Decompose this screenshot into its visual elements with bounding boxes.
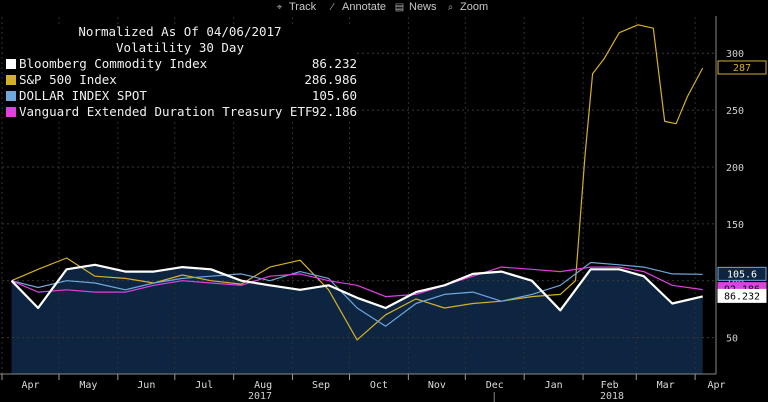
x-tick-label: Sep [312, 380, 330, 391]
legend-title: Normalized As Of 04/06/2017 [78, 24, 282, 39]
news-label: News [409, 1, 437, 13]
legend-entry: Vanguard Extended Duration Treasury ETF … [3, 104, 357, 120]
x-tick-label: Mar [657, 380, 675, 391]
year-label: 2018 [600, 391, 624, 402]
legend-entry-name: Vanguard Extended Duration Treasury ETF [19, 104, 313, 119]
legend-entry-name: S&P 500 Index [19, 72, 117, 87]
x-tick-label: Apr [21, 380, 39, 391]
series-line [11, 261, 703, 327]
last-value-tag-text: 105.6 [727, 269, 757, 280]
toolbar: ⌖ Track ⁄ Annotate ▤ News ⌕ Zoom [0, 0, 768, 16]
legend-entry-value: 92.186 [311, 104, 357, 119]
y-tick-label: 150 [726, 220, 744, 231]
annotate-label: Annotate [342, 1, 387, 13]
y-tick-label: 300 [726, 49, 744, 60]
x-tick-label: Jul [195, 380, 213, 391]
legend-subtitle: Volatility 30 Day [116, 40, 244, 55]
zoom-button[interactable]: ⌕ Zoom [445, 1, 488, 13]
legend-entry: Bloomberg Commodity Index 86.232 [3, 56, 357, 72]
x-tick-label: Nov [428, 380, 446, 391]
chart-legend: Normalized As Of 04/06/2017 Volatility 3… [3, 24, 357, 120]
series-line [11, 266, 703, 298]
y-tick-label: 200 [726, 163, 744, 174]
legend-swatch [6, 59, 16, 69]
legend-entry-value: 286.986 [304, 72, 357, 87]
series-line [10, 263, 703, 312]
track-label: Track [289, 1, 317, 13]
legend-entry-name: Bloomberg Commodity Index [19, 56, 208, 71]
legend-entry-value: 86.232 [311, 56, 357, 71]
x-tick-label: Dec [486, 380, 504, 391]
legend-swatch [6, 107, 16, 117]
legend-swatch [6, 91, 16, 101]
last-value-tag-box [717, 288, 767, 303]
x-tick-label: Oct [370, 380, 388, 391]
zoom-label: Zoom [460, 1, 489, 13]
year-label: 2017 [248, 391, 272, 402]
last-value-tag: 86.232 [717, 288, 767, 303]
magnifier-icon: ⌕ [447, 1, 454, 13]
x-tick-label: Aug [254, 380, 272, 391]
news-icon: ▤ [394, 1, 405, 13]
legend-swatch [6, 75, 16, 85]
x-tick-label: Jun [137, 380, 155, 391]
x-tick-label: Apr [708, 380, 726, 391]
x-tick-label: May [79, 380, 97, 391]
last-value-tag-box [717, 60, 767, 75]
legend-entry-value: 105.60 [311, 88, 357, 103]
last-value-tag-text: 287 [733, 63, 751, 74]
y-tick-label: 50 [726, 334, 738, 345]
news-button[interactable]: ▤ News [394, 1, 437, 13]
last-value-tag-text: 86.232 [724, 291, 760, 302]
y-tick-label: 250 [726, 106, 744, 117]
x-tick-label: Feb [601, 380, 619, 391]
last-value-tag: 287 [717, 60, 767, 75]
last-value-tag: 105.6 [717, 266, 767, 281]
area-fill [11, 264, 703, 374]
last-value-tag-box [717, 266, 767, 281]
track-button[interactable]: ⌖ Track [274, 1, 316, 13]
legend-entry: S&P 500 Index 286.986 [3, 72, 357, 88]
annotate-button[interactable]: ⁄ Annotate [327, 1, 386, 13]
legend-entry-name: DOLLAR INDEX SPOT [19, 88, 147, 103]
crosshair-icon: ⌖ [276, 1, 283, 13]
pencil-icon: ⁄ [331, 1, 334, 13]
legend-entry: DOLLAR INDEX SPOT 105.60 [3, 88, 357, 104]
x-tick-label: Jan [545, 380, 563, 391]
